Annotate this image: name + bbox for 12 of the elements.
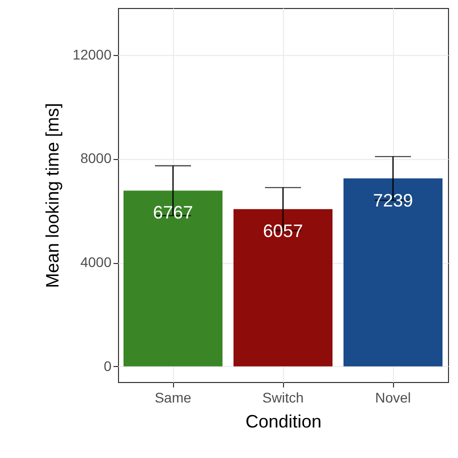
y-tick-label: 12000 bbox=[72, 46, 112, 62]
y-tick-label: 8000 bbox=[80, 150, 112, 166]
data-label: 6057 bbox=[262, 221, 304, 242]
y-axis-title: Mean looking time [ms] bbox=[42, 102, 63, 288]
x-tick-label: Switch bbox=[262, 390, 304, 406]
y-tick-label: 4000 bbox=[80, 254, 112, 270]
y-tick-label: 0 bbox=[104, 358, 112, 374]
x-tick-label: Novel bbox=[375, 390, 411, 406]
x-tick-label: Same bbox=[154, 390, 192, 406]
data-label: 7239 bbox=[372, 190, 414, 210]
x-axis-title: Condition bbox=[245, 412, 322, 432]
data-label: 6767 bbox=[152, 202, 194, 223]
